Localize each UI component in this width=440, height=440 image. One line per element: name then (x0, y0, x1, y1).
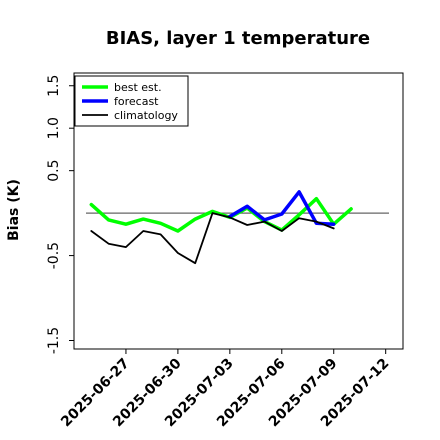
y-tick-label-3: 1.0 (46, 117, 62, 139)
y-tick-label-4: 1.5 (46, 75, 62, 97)
y-tick-label-1: -0.5 (46, 242, 62, 269)
chart-title: BIAS, layer 1 temperature (106, 28, 370, 49)
y-tick-label-2: 0.5 (46, 160, 62, 182)
legend-label-0: best est. (114, 81, 162, 94)
y-tick-label-0: -1.5 (46, 327, 62, 354)
plot-area: -1.5-0.50.51.01.52025-06-272025-06-30202… (46, 72, 404, 430)
series-line-climatology (90, 212, 335, 265)
series-line-forecast (228, 190, 336, 226)
y-axis-label: Bias (K) (6, 179, 22, 241)
plot-frame (73, 72, 404, 350)
legend-label-2: climatology (114, 109, 178, 122)
legend-label-1: forecast (114, 95, 159, 108)
